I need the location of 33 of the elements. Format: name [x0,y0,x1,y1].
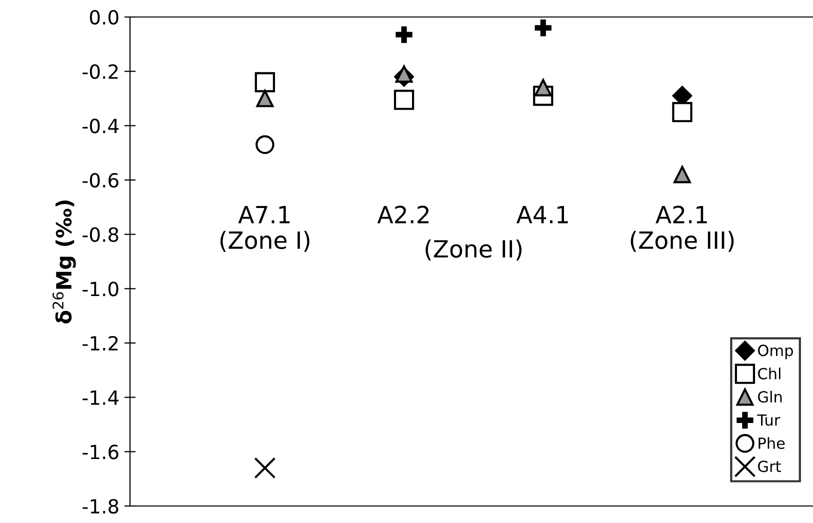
legend-label: Phe [758,437,785,449]
x-tick-label: A4.1 [516,206,568,224]
y-tick-label: 0.0 [90,10,118,25]
point [394,90,414,110]
y-tick-label: -1.0 [82,282,118,296]
y-tick-label: -1.8 [82,498,118,514]
legend-label: Tur [757,414,780,426]
x-tick-label: A7.1 (Zone I) [220,206,310,252]
point [254,457,276,479]
legend-label: Grt [758,460,781,472]
annotation: (Zone II) [426,240,522,261]
y-tick-label: -0.6 [82,172,118,188]
point [674,166,691,184]
point [256,90,274,108]
point [254,72,276,92]
point [534,78,552,96]
point [534,20,552,36]
y-tick-label: -1.2 [82,336,118,350]
legend-label: Gln [758,390,782,403]
y-tick-label: -0.2 [82,64,118,79]
point [395,65,413,83]
point [672,102,692,122]
x-tick-label: A2.2 [377,206,429,224]
point [396,26,412,43]
y-axis-title: δ$^{26}$Mg (‰) [52,200,76,324]
y-tick-label: -0.4 [82,118,118,134]
legend-label: Omp [758,344,793,360]
y-tick-label: -1.6 [82,444,118,460]
y-tick-label: -1.4 [82,390,118,405]
point [256,135,274,154]
y-tick-label: -0.8 [82,227,118,242]
legend-label: Chl [758,368,780,380]
x-tick-label: A2.1 (Zone III) [630,206,734,252]
